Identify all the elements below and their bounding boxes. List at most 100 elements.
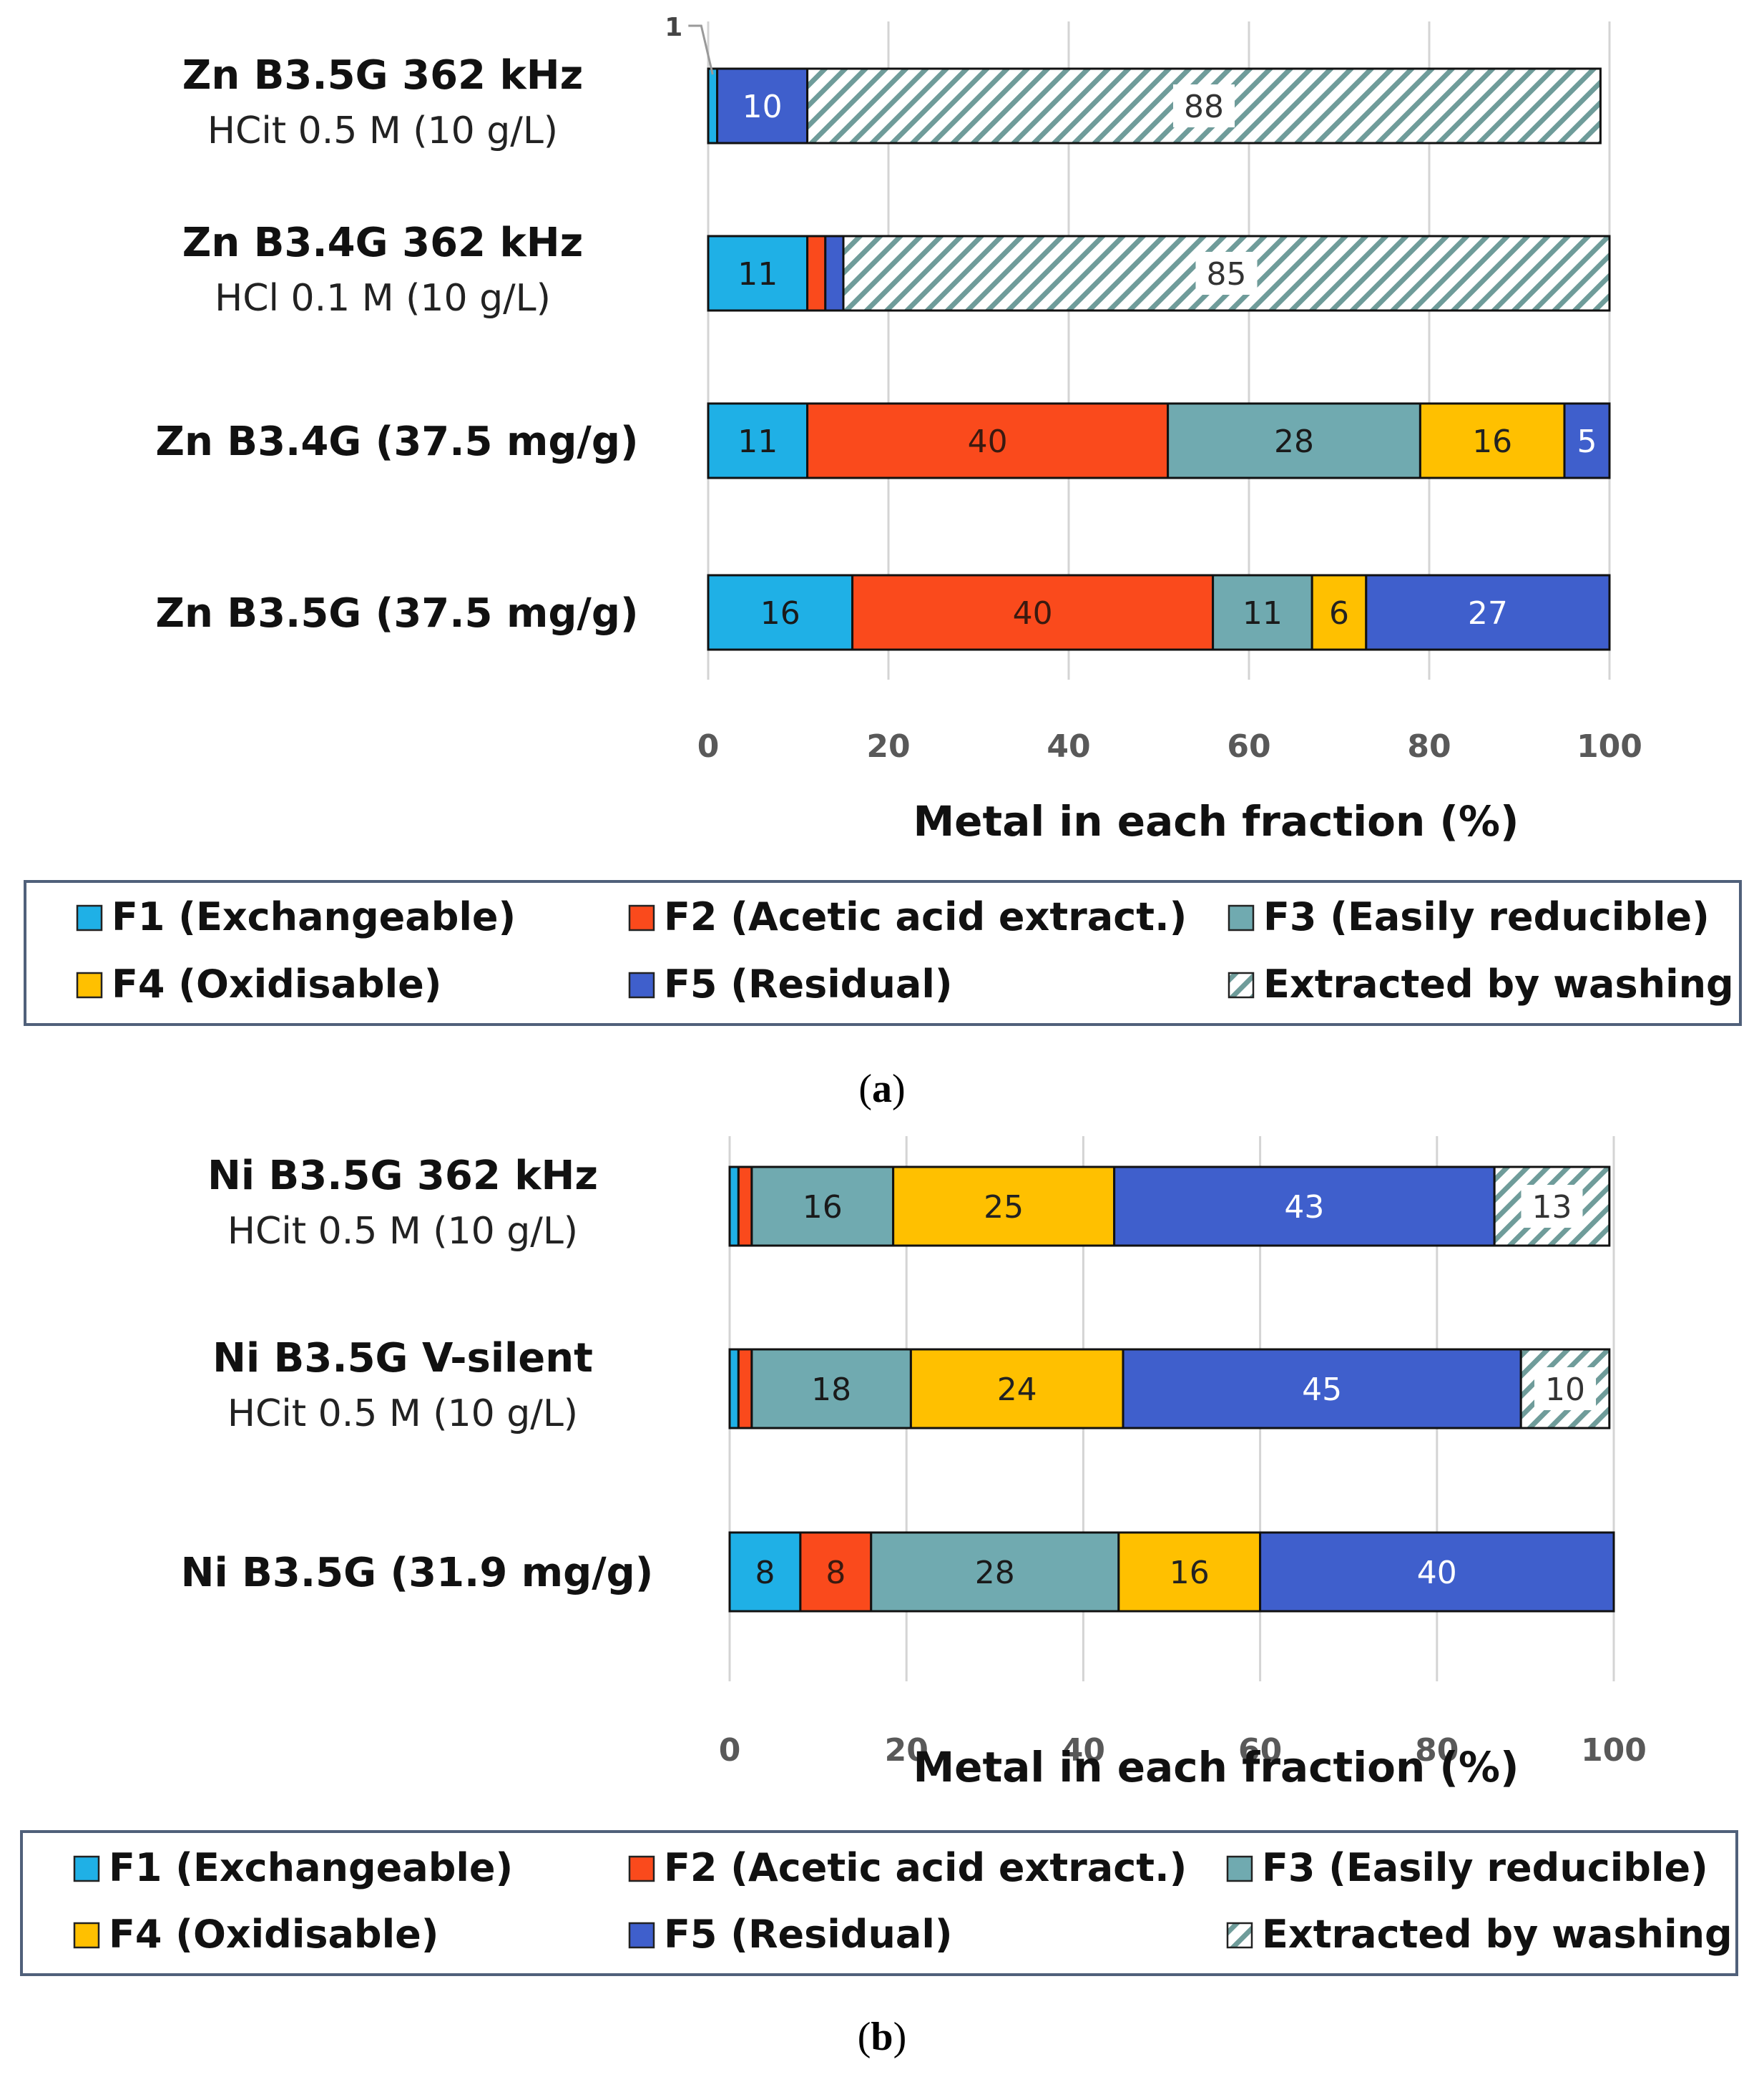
category-sublabel: HCit 0.5 M (10 g/L) — [227, 1210, 578, 1253]
x-tick-label: 0 — [697, 728, 720, 765]
bar-segment-f2 — [737, 1348, 753, 1429]
category-label: Ni B3.5G 362 kHz — [207, 1153, 598, 1199]
data-label: 18 — [811, 1372, 851, 1408]
data-label: 16 — [1472, 424, 1512, 460]
legend-swatch-f2 — [628, 1855, 655, 1882]
caption-a-letter: a — [872, 1067, 892, 1111]
caption-b-letter: b — [871, 2015, 893, 2059]
legend-label-f3: F3 (Easily reducible) — [1263, 894, 1710, 939]
legend-label-f4: F4 (Oxidisable) — [109, 1912, 438, 1957]
bar-segment-f5 — [1365, 574, 1611, 651]
data-label: 8 — [755, 1555, 775, 1591]
legend-swatch-w — [1226, 1922, 1253, 1949]
legend-swatch-f3 — [1228, 904, 1255, 932]
data-label-bg — [1173, 84, 1235, 127]
bar-segment-f5 — [1563, 402, 1611, 479]
bar-segment-f1 — [728, 1531, 802, 1613]
legend-swatch-f1 — [76, 904, 103, 932]
x-axis-title: Metal in each fraction (%) — [913, 1743, 1519, 1792]
bar-segment-f4 — [1310, 574, 1368, 651]
legend-label-f3: F3 (Easily reducible) — [1262, 1845, 1708, 1890]
bar-segment-f1 — [707, 67, 719, 145]
data-label: 27 — [1468, 595, 1508, 632]
data-label: 85 — [1207, 256, 1247, 293]
data-label: 28 — [1274, 424, 1314, 460]
data-label: 16 — [1170, 1555, 1210, 1591]
callout-leader — [688, 24, 714, 75]
data-label-bg — [1521, 1185, 1583, 1228]
legend-label-f4: F4 (Oxidisable) — [112, 962, 441, 1007]
bar-segment-f4 — [909, 1348, 1124, 1429]
data-label: 45 — [1302, 1372, 1342, 1408]
callout-label: 1 — [665, 13, 682, 42]
data-label: 11 — [738, 256, 778, 293]
x-tick-label: 40 — [1062, 1732, 1105, 1769]
legend-swatch-f4 — [73, 1922, 100, 1949]
bar-segment-f2 — [737, 1165, 753, 1247]
x-tick-label: 100 — [1577, 728, 1642, 765]
category-sublabel: HCit 0.5 M (10 g/L) — [207, 109, 558, 152]
bar-segment-f5 — [1259, 1531, 1615, 1613]
bar-segment-f5 — [824, 235, 845, 312]
data-label: 43 — [1284, 1189, 1324, 1226]
x-tick-label: 20 — [885, 1732, 928, 1769]
data-label: 8 — [825, 1555, 846, 1591]
data-label: 16 — [803, 1189, 843, 1226]
legend-swatch-f5 — [628, 972, 655, 999]
x-tick-label: 60 — [1238, 1732, 1282, 1769]
legend-label-w: Extracted by washing — [1263, 962, 1734, 1007]
caption-a-open: ( — [858, 1067, 872, 1111]
data-label-bg — [1534, 1367, 1597, 1410]
x-tick-label: 0 — [719, 1732, 741, 1769]
caption-b-open: ( — [857, 2015, 871, 2059]
bar-segment-f2 — [799, 1531, 873, 1613]
legend-label-f1: F1 (Exchangeable) — [112, 894, 516, 939]
data-label: 5 — [1577, 424, 1597, 460]
legend-label-f5: F5 (Residual) — [664, 962, 953, 1007]
x-tick-label: 100 — [1581, 1732, 1647, 1769]
bar-segment-f2 — [806, 235, 827, 312]
legend-box — [20, 1830, 1738, 1976]
data-label: 40 — [1417, 1555, 1457, 1591]
data-label-bg — [1195, 252, 1258, 295]
x-tick-label: 40 — [1047, 728, 1090, 765]
bar-segment-f2 — [806, 402, 1170, 479]
caption-b: (b) — [0, 2014, 1764, 2060]
data-label: 40 — [1013, 595, 1053, 632]
bar-segment-f5 — [1113, 1165, 1496, 1247]
data-label: 28 — [975, 1555, 1015, 1591]
legend-swatch-f1 — [73, 1855, 100, 1882]
x-tick-label: 80 — [1407, 728, 1451, 765]
bar-segment-f1 — [707, 235, 809, 312]
data-label: 24 — [997, 1372, 1037, 1408]
x-tick-label: 60 — [1227, 728, 1270, 765]
x-tick-label: 20 — [866, 728, 910, 765]
category-label: Zn B3.5G (37.5 mg/g) — [155, 590, 638, 637]
legend-label-f2: F2 (Acetic acid extract.) — [664, 1845, 1187, 1890]
data-label: 40 — [968, 424, 1008, 460]
legend-label-f2: F2 (Acetic acid extract.) — [664, 894, 1187, 939]
bar-segment-f3 — [750, 1348, 912, 1429]
legend-label-f5: F5 (Residual) — [664, 1912, 953, 1957]
data-label: 13 — [1532, 1189, 1572, 1226]
bar-segment-f4 — [892, 1165, 1116, 1247]
bar-segment-f3 — [750, 1165, 895, 1247]
x-axis-title: Metal in each fraction (%) — [913, 797, 1519, 846]
category-label: Zn B3.4G 362 kHz — [182, 220, 583, 266]
legend-swatch-f4 — [76, 972, 103, 999]
bar-segment-f3 — [870, 1531, 1120, 1613]
category-sublabel: HCl 0.1 M (10 g/L) — [215, 277, 551, 320]
legend-label-f1: F1 (Exchangeable) — [109, 1845, 513, 1890]
bar-segment-f5 — [1122, 1348, 1522, 1429]
legend-swatch-f2 — [628, 904, 655, 932]
caption-a: (a) — [0, 1066, 1764, 1112]
data-label: 10 — [743, 89, 783, 125]
category-label: Ni B3.5G V-silent — [212, 1335, 593, 1382]
bar-segment-f4 — [1117, 1531, 1262, 1613]
panel-b-chart: 0 20 40 60 80 100 Metal in each fraction (%) 16… — [20, 1136, 1738, 1976]
data-label: 16 — [760, 595, 800, 632]
data-label: 25 — [984, 1189, 1024, 1226]
bar-segment-f1 — [728, 1165, 740, 1247]
data-label: 10 — [1545, 1372, 1585, 1408]
